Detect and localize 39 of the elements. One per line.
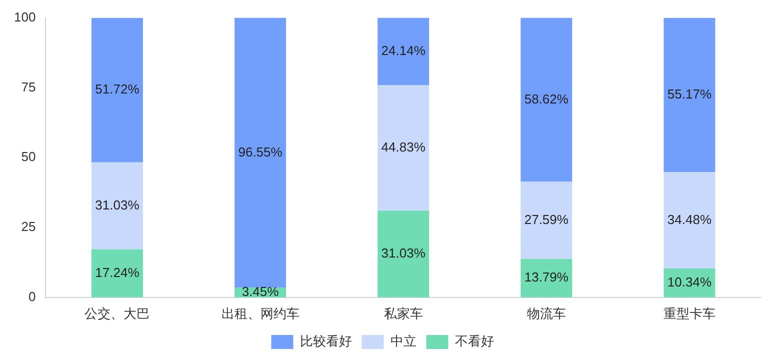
- data-label: 96.55%: [238, 144, 283, 160]
- bar: [378, 85, 430, 211]
- legend-label: 不看好: [454, 334, 494, 349]
- bar: [91, 162, 143, 250]
- data-label: 24.14%: [381, 43, 426, 58]
- y-tick-label: 75: [21, 79, 36, 94]
- legend-label: 中立: [390, 334, 416, 349]
- data-label: 34.48%: [667, 212, 712, 227]
- data-label: 51.72%: [95, 82, 140, 97]
- bar: [520, 258, 572, 298]
- y-tick-label: 100: [14, 9, 36, 24]
- x-tick-label: 出租、网约车: [221, 306, 300, 321]
- x-tick-label: 公交、大巴: [84, 306, 150, 321]
- data-label: 13.79%: [524, 270, 569, 285]
- bar: [91, 18, 143, 162]
- bar: [91, 249, 143, 298]
- x-tick-label: 私家车: [384, 306, 423, 321]
- y-tick-label: 50: [21, 149, 36, 164]
- y-tick-label: 0: [28, 288, 36, 304]
- data-label: 44.83%: [381, 140, 426, 155]
- bar: [664, 18, 716, 172]
- bar: [378, 210, 430, 298]
- bar: [378, 18, 430, 86]
- data-label: 27.59%: [524, 212, 569, 227]
- data-label: 31.03%: [381, 246, 426, 261]
- x-tick-label: 重型卡车: [663, 306, 716, 321]
- data-label: 10.34%: [667, 274, 712, 290]
- data-label: 55.17%: [667, 86, 712, 102]
- data-label: 58.62%: [524, 91, 569, 106]
- data-label: 17.24%: [95, 264, 140, 280]
- y-tick-label: 25: [21, 219, 36, 234]
- bar: [520, 18, 572, 182]
- x-tick-label: 物流车: [526, 306, 566, 321]
- bar: [664, 172, 716, 268]
- legend-label: 比较看好: [300, 334, 352, 349]
- bar: [520, 182, 572, 259]
- data-label: 3.45%: [242, 284, 280, 300]
- data-label: 31.03%: [95, 197, 140, 212]
- bar: [234, 18, 286, 288]
